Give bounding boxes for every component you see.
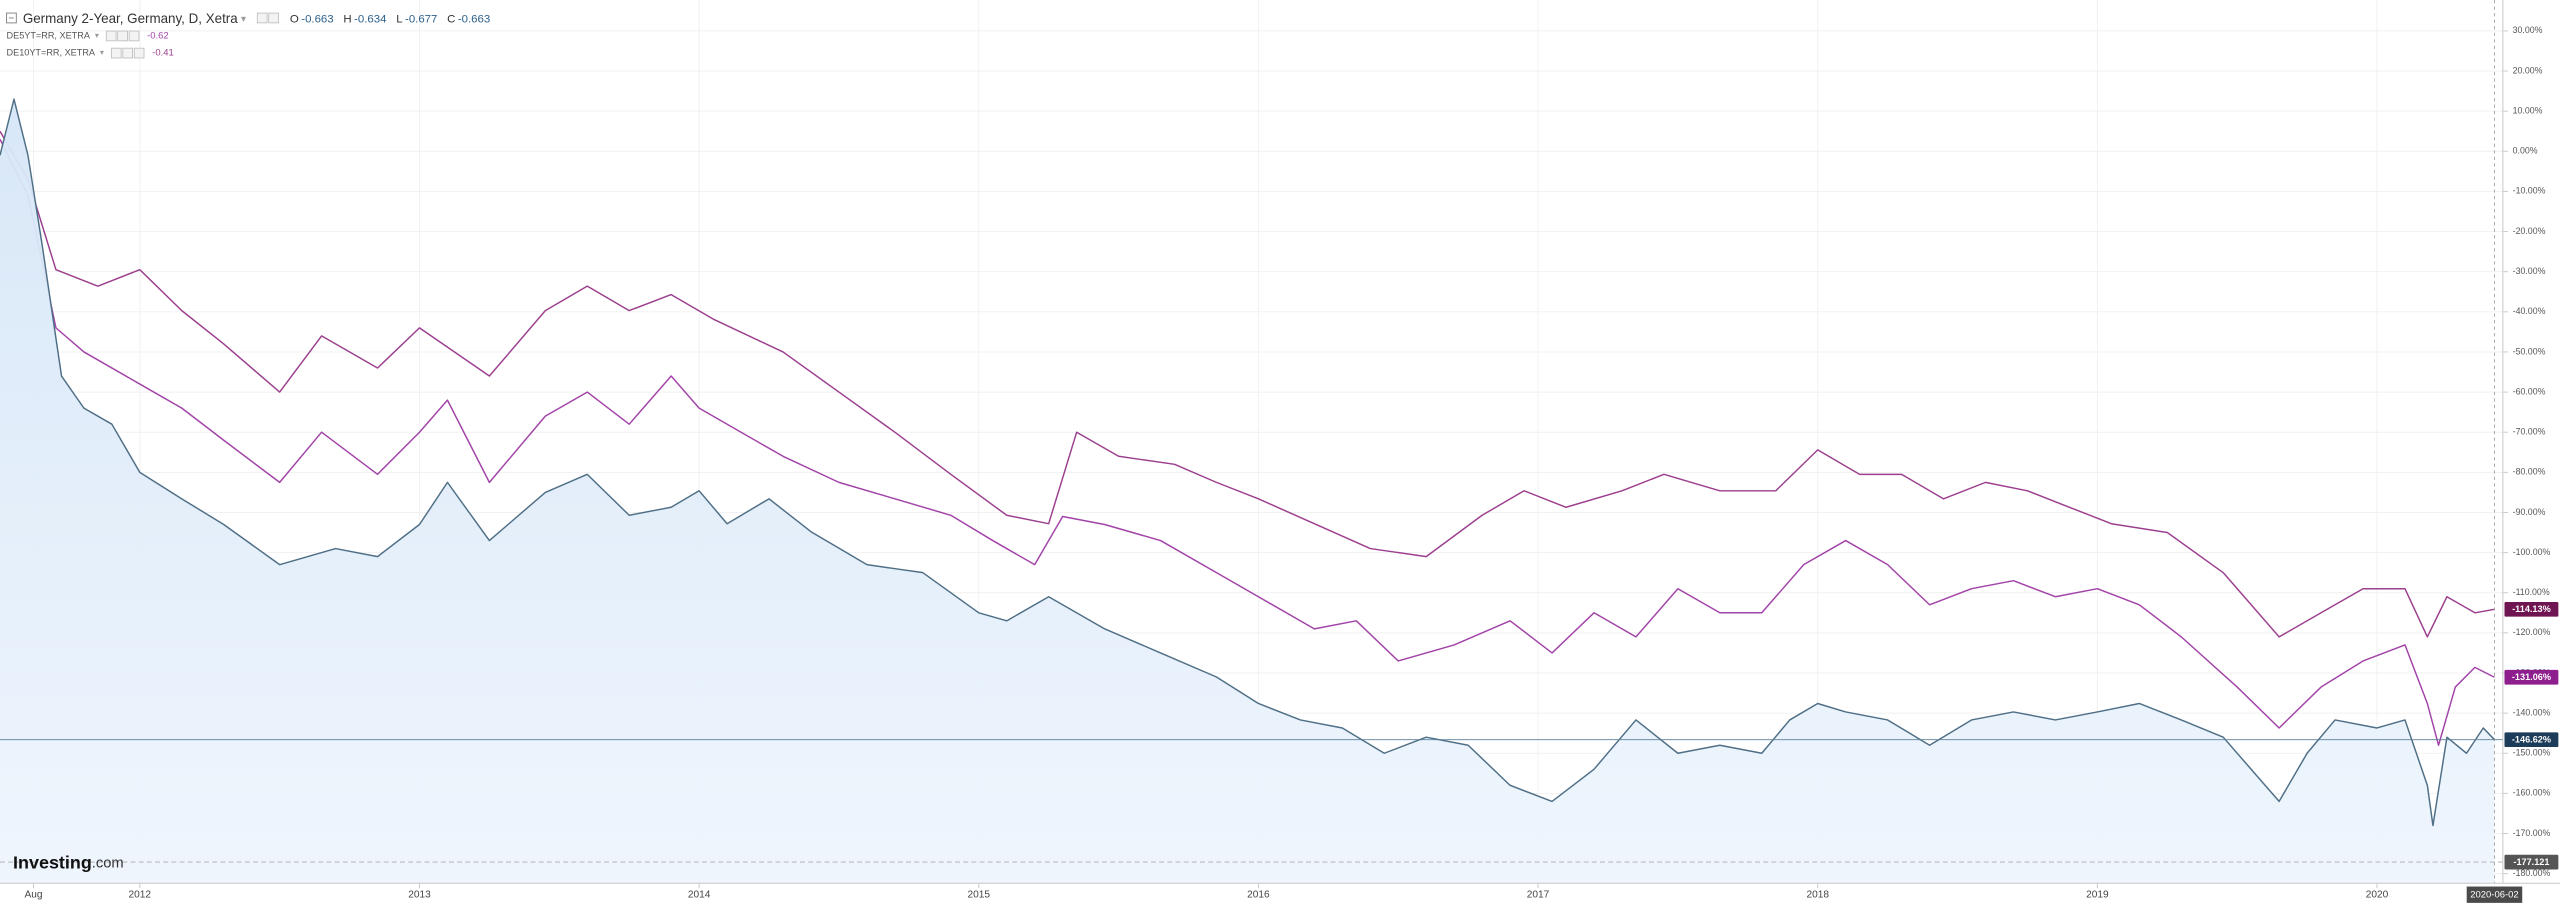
legend-series-name: DE5YT=RR, XETRA [7, 30, 91, 40]
y-tick-label: -110.00% [2513, 587, 2550, 597]
y-tick-label: -40.00% [2513, 306, 2546, 316]
y-tick-label: -20.00% [2513, 226, 2546, 236]
ohlc-value: -0.663 [301, 14, 333, 26]
y-tick-label: -170.00% [2513, 828, 2551, 838]
legend-series-value: -0.62 [147, 30, 169, 41]
price-tag-label: -146.62% [2512, 735, 2551, 745]
x-tick-label: 2014 [688, 889, 711, 900]
price-tag-label: -131.06% [2512, 672, 2551, 682]
ohlc-label: H [343, 14, 351, 26]
y-tick-label: 30.00% [2513, 25, 2543, 35]
logo-suffix: .com [92, 856, 124, 872]
y-tick-label: -70.00% [2513, 427, 2546, 437]
y-tick-label: -60.00% [2513, 386, 2546, 396]
x-tick-label: 2016 [1247, 889, 1270, 900]
y-tick-label: -140.00% [2513, 707, 2551, 717]
legend-series-value: -0.41 [152, 48, 174, 59]
y-tick-label: 0.00% [2513, 146, 2538, 156]
y-tick-label: -10.00% [2513, 186, 2546, 196]
y-tick-label: -160.00% [2513, 788, 2551, 798]
legend-button[interactable] [105, 30, 117, 42]
y-tick-label: -90.00% [2513, 507, 2546, 517]
x-tick-label: 2013 [408, 889, 431, 900]
legend-title: Germany 2-Year, Germany, D, Xetra [23, 11, 238, 26]
series-line [0, 98, 2495, 827]
ohlc-value: -0.663 [458, 14, 490, 26]
y-tick-label: -120.00% [2513, 627, 2551, 637]
legend-button[interactable] [268, 12, 279, 24]
price-tag [2504, 601, 2559, 617]
y-tick-label: -80.00% [2513, 467, 2546, 477]
x-tick-label: 2015 [968, 889, 991, 900]
ohlc-label: L [396, 14, 402, 26]
x-tick-label: 2012 [129, 889, 152, 900]
logo-text: Investing.com [13, 852, 124, 872]
price-tag-label: -114.13% [2512, 604, 2551, 614]
legend-dropdown: ▾ [100, 48, 104, 57]
legend-button[interactable] [117, 30, 128, 42]
y-tick-label: 20.00% [2513, 65, 2543, 75]
crosshair-label: 2020-06-02 [2470, 890, 2518, 901]
legend-button[interactable] [110, 47, 122, 59]
series-line [0, 130, 2495, 638]
y-tick-label: 10.00% [2513, 105, 2543, 115]
legend-dropdown: ▾ [95, 31, 99, 40]
ohlc-value: -0.677 [405, 14, 437, 26]
plot-area [0, 0, 2503, 884]
x-tick-label: Aug [25, 889, 43, 900]
y-tick-label: -150.00% [2513, 748, 2551, 758]
ohlc-label: O [290, 14, 299, 26]
collapse-icon[interactable] [6, 12, 17, 24]
logo: Investing.com [13, 852, 124, 872]
legend-button[interactable] [133, 47, 145, 59]
y-tick-label: -180.00% [2513, 868, 2551, 878]
price-tag [2504, 732, 2559, 748]
x-tick-label: 2018 [1806, 889, 1829, 900]
y-tick-label: -50.00% [2513, 346, 2546, 356]
price-tag-label: -177.121 [2513, 857, 2549, 867]
series-line [0, 138, 2495, 746]
ohlc-label: C [447, 14, 455, 26]
legend-button[interactable] [128, 30, 140, 42]
x-tick-label: 2019 [2086, 889, 2109, 900]
y-tick-label: -100.00% [2513, 547, 2551, 557]
price-tag [2504, 669, 2559, 685]
legend-button[interactable] [256, 12, 268, 24]
legend-series-name: DE10YT=RR, XETRA [7, 47, 96, 57]
area [0, 99, 2495, 884]
legend-button[interactable] [122, 47, 133, 59]
ohlc-value: -0.634 [354, 14, 387, 26]
crosshair-label-bg [2466, 886, 2523, 903]
logo-main: Investing [13, 852, 92, 872]
x-tick-label: 2020 [2366, 889, 2389, 900]
price-tag [2504, 854, 2559, 870]
y-tick-label: -30.00% [2513, 266, 2546, 276]
legend-dropdown: ▾ [241, 14, 246, 25]
legend: Germany 2-Year, Germany, D, Xetra ▾ O -0.6… [6, 11, 490, 59]
x-tick-label: 2017 [1527, 889, 1550, 900]
